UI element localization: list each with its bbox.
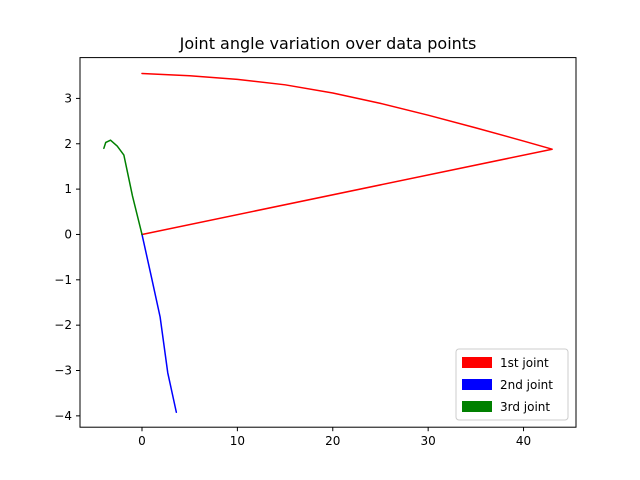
legend-swatch-1st-joint: [462, 357, 492, 368]
legend-swatch-2nd-joint: [462, 379, 492, 390]
chart-title: Joint angle variation over data points: [179, 34, 477, 53]
series-line-2: [141, 233, 178, 413]
y-tick-label: −2: [54, 318, 72, 332]
y-tick-label: 1: [64, 182, 72, 196]
y-tick-label: −4: [54, 409, 72, 423]
x-tick-label: 40: [516, 434, 531, 448]
y-tick-label: 0: [64, 227, 72, 241]
series-layer: [103, 72, 553, 413]
y-tick-label: −1: [54, 273, 72, 287]
y-tick-label: −3: [54, 364, 72, 378]
x-tick-label: 10: [230, 434, 245, 448]
x-tick-label: 20: [325, 434, 340, 448]
x-tick-label: 0: [138, 434, 146, 448]
legend-label-1st-joint: 1st joint: [500, 356, 549, 370]
axes-layer: 0 10 20 30 40 −4 −3 −2 −1 0 1 2 3: [54, 91, 531, 448]
series-line-1: [141, 72, 553, 236]
legend-label-2nd-joint: 2nd joint: [500, 378, 553, 392]
y-tick-label: 2: [64, 137, 72, 151]
legend: 1st joint 2nd joint 3rd joint: [455, 348, 569, 421]
x-tick-label: 30: [421, 434, 436, 448]
legend-swatch-3rd-joint: [462, 401, 492, 412]
legend-label-3rd-joint: 3rd joint: [500, 400, 550, 414]
y-tick-label: 3: [64, 91, 72, 105]
series-line-3: [103, 139, 143, 236]
